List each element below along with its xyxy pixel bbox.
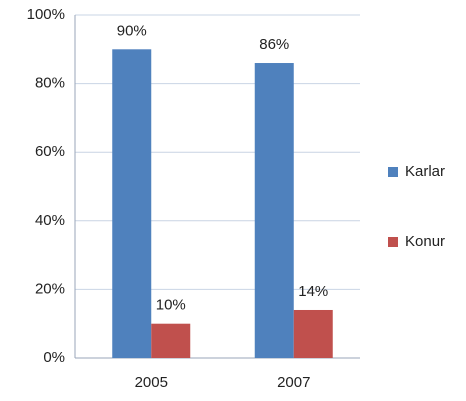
y-tick-label: 60% xyxy=(35,143,65,160)
y-tick-label: 80% xyxy=(35,75,65,92)
x-tick-label: 2005 xyxy=(135,374,168,391)
bar xyxy=(112,49,152,359)
bar xyxy=(254,63,294,359)
value-label: 10% xyxy=(156,297,186,314)
bar xyxy=(151,323,191,358)
y-tick-label: 40% xyxy=(35,212,65,229)
legend-swatch xyxy=(388,167,398,177)
y-tick-label: 0% xyxy=(43,349,65,366)
y-tick-label: 20% xyxy=(35,280,65,297)
bar xyxy=(293,309,333,358)
x-tick-label: 2007 xyxy=(277,374,310,391)
legend-swatch xyxy=(388,237,398,247)
value-label: 86% xyxy=(259,36,289,53)
legend-label: Karlar xyxy=(405,163,445,180)
legend-label: Konur xyxy=(405,233,445,250)
value-label: 14% xyxy=(298,283,328,300)
value-label: 90% xyxy=(117,22,147,39)
y-tick-label: 100% xyxy=(27,6,65,23)
